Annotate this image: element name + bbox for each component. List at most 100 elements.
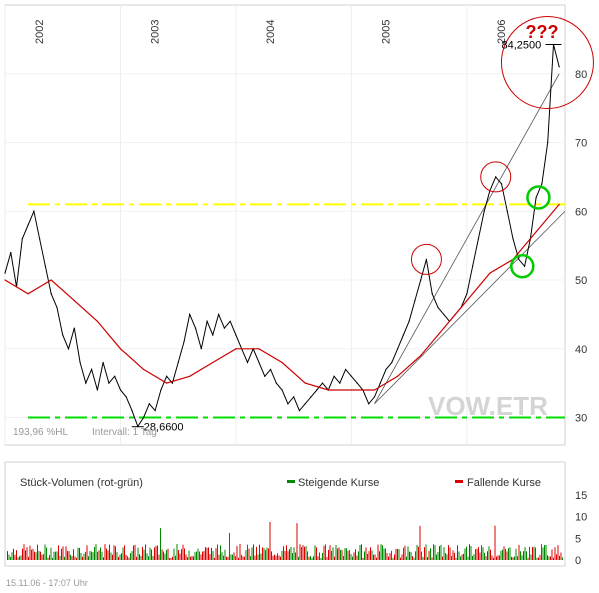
volume-bar xyxy=(103,557,104,560)
volume-bar xyxy=(160,528,161,560)
volume-bar xyxy=(490,549,491,560)
volume-bar xyxy=(23,544,25,560)
volume-bar xyxy=(547,555,548,560)
data-point xyxy=(62,334,64,336)
volume-bar xyxy=(421,551,422,560)
volume-bar xyxy=(197,548,199,560)
volume-bar xyxy=(316,547,317,560)
volume-panel xyxy=(4,461,566,567)
volume-bar xyxy=(478,547,479,560)
volume-bar xyxy=(403,547,404,560)
volume-bar xyxy=(89,551,91,560)
volume-bar xyxy=(431,557,433,560)
volume-bar xyxy=(379,551,380,560)
volume-bar xyxy=(362,557,364,560)
year-label: 2003 xyxy=(149,20,161,44)
volume-bar xyxy=(115,546,116,560)
volume-bar xyxy=(250,556,251,560)
volume-bar xyxy=(460,556,461,560)
volume-bar xyxy=(332,547,334,560)
data-point xyxy=(218,313,220,315)
volume-bar xyxy=(397,548,398,560)
volume-bar xyxy=(328,549,329,560)
volume-bar xyxy=(143,549,145,560)
volume-bar xyxy=(370,547,371,560)
volume-tick-label: 5 xyxy=(575,533,581,545)
volume-bar xyxy=(14,554,16,560)
volume-bar xyxy=(233,552,235,560)
data-point xyxy=(402,334,404,336)
volume-bar xyxy=(217,544,218,560)
volume-bar xyxy=(70,554,71,560)
data-point xyxy=(298,410,301,412)
volume-bar xyxy=(266,547,268,560)
volume-bar xyxy=(331,550,332,560)
volume-bar xyxy=(191,555,193,560)
volume-bar xyxy=(209,554,211,560)
data-point xyxy=(518,258,520,260)
data-point xyxy=(4,272,6,274)
volume-bar xyxy=(514,556,515,560)
volume-bar xyxy=(83,553,85,560)
volume-bar xyxy=(523,551,524,560)
volume-bar xyxy=(232,554,233,560)
volume-bar xyxy=(317,556,319,560)
data-point xyxy=(489,272,491,274)
volume-bar xyxy=(121,553,122,560)
volume-bar xyxy=(37,544,38,560)
volume-bar xyxy=(503,546,505,560)
volume-bar xyxy=(109,544,110,560)
volume-bar xyxy=(86,545,88,560)
volume-bar xyxy=(263,548,265,560)
data-point xyxy=(350,389,352,391)
volume-bar xyxy=(413,557,415,560)
volume-bar xyxy=(472,555,473,560)
volume-bar xyxy=(407,546,409,560)
data-point xyxy=(4,279,6,281)
volume-bar xyxy=(235,556,236,560)
volume-bar xyxy=(508,548,509,560)
volume-bar xyxy=(55,551,56,560)
annotation-circle xyxy=(410,243,442,275)
volume-bar xyxy=(287,551,289,560)
data-point xyxy=(281,361,283,364)
volume-bar xyxy=(139,554,140,560)
volume-bar xyxy=(196,551,197,560)
volume-bar xyxy=(440,544,442,560)
volume-bar xyxy=(481,545,482,560)
volume-bar xyxy=(469,544,470,560)
volume-bar xyxy=(52,557,53,560)
volume-bar xyxy=(220,545,221,560)
volume-bar xyxy=(475,549,476,560)
y-tick-label: 40 xyxy=(575,344,587,356)
volume-bar xyxy=(374,554,376,560)
volume-bar xyxy=(226,556,227,560)
volume-bar xyxy=(46,547,47,560)
volume-bar xyxy=(515,548,517,560)
volume-bar xyxy=(101,551,103,560)
volume-bar xyxy=(556,554,557,560)
volume-bar xyxy=(406,556,407,560)
data-point xyxy=(506,210,508,212)
volume-bar xyxy=(538,557,539,560)
data-point xyxy=(293,396,295,398)
volume-bar xyxy=(416,544,418,560)
volume-bar xyxy=(494,525,496,560)
volume-bar xyxy=(302,545,304,560)
volume-bar xyxy=(491,555,493,560)
data-point xyxy=(33,210,35,212)
volume-bar xyxy=(71,556,73,560)
data-point xyxy=(73,300,75,302)
volume-bar xyxy=(497,555,499,560)
data-point xyxy=(500,183,503,185)
data-point xyxy=(420,279,422,281)
ticker-watermark: VOW.ETR xyxy=(428,391,548,421)
data-point xyxy=(310,396,312,398)
data-point xyxy=(96,320,98,322)
volume-bar xyxy=(247,544,248,560)
volume-bar xyxy=(289,549,290,560)
volume-bar xyxy=(532,547,533,560)
volume-bar xyxy=(425,544,427,560)
volume-bar xyxy=(539,554,541,560)
volume-bar xyxy=(112,554,113,560)
